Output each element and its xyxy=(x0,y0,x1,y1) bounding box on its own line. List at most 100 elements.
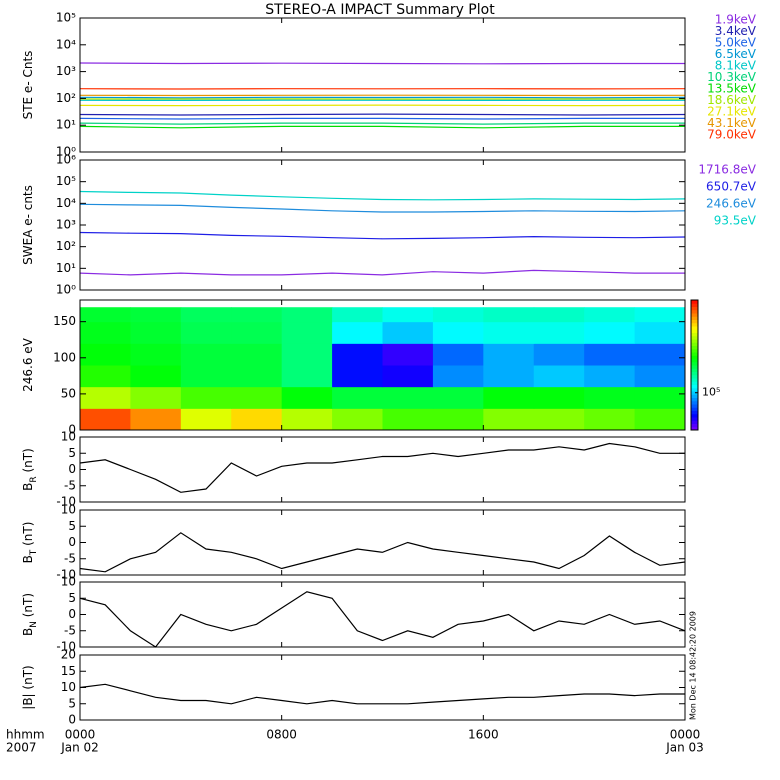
legend-label: 13.5keV xyxy=(707,82,757,96)
panel-frame xyxy=(79,654,686,721)
data-line xyxy=(79,231,686,240)
colorbar-step xyxy=(691,352,698,356)
legend-label: 79.0keV xyxy=(707,128,757,142)
heat-cell xyxy=(483,307,535,323)
y-axis-label: BN (nT) xyxy=(21,593,39,636)
heat-cell xyxy=(533,386,585,409)
heat-cell xyxy=(533,321,585,344)
heat-cell xyxy=(533,343,585,366)
colorbar-step xyxy=(691,335,698,340)
heat-cell xyxy=(382,307,434,323)
colorbar-tick-label: 10⁵ xyxy=(702,386,720,399)
panel-frame xyxy=(79,17,686,153)
legend-label: 246.6eV xyxy=(706,197,757,211)
heat-cell xyxy=(281,365,333,388)
heat-cell xyxy=(634,343,686,366)
heat-cell xyxy=(281,408,333,431)
heat-cell xyxy=(231,386,283,409)
y-axis-label: STE e- Cnts xyxy=(21,51,35,120)
legend-label: 6.5keV xyxy=(715,47,757,61)
heat-cell xyxy=(584,343,636,366)
y-tick-label: 10⁴ xyxy=(56,37,76,51)
heat-cell xyxy=(432,307,484,323)
legend-label: 1.9keV xyxy=(715,13,757,27)
y-axis-label-part: (nT) xyxy=(21,593,35,621)
y-tick-label: 10⁶ xyxy=(56,153,76,167)
data-line xyxy=(79,113,686,116)
y-axis-label-part: (nT) xyxy=(21,522,35,550)
data-line xyxy=(79,203,686,213)
colorbar-step xyxy=(691,404,698,408)
y-axis-label-part: B xyxy=(21,628,35,636)
legend-label: 93.5eV xyxy=(714,214,757,228)
data-line xyxy=(79,125,685,129)
x-year-label: 2007 xyxy=(6,741,37,755)
heat-cell xyxy=(483,321,535,344)
y-tick-label: 5 xyxy=(68,519,76,533)
colorbar-step xyxy=(691,420,698,424)
heat-cell xyxy=(231,307,283,323)
colorbar-step xyxy=(691,378,698,382)
legend-label: 1716.8eV xyxy=(698,163,756,177)
colorbar-step xyxy=(691,374,698,379)
y-tick-label: 10 xyxy=(61,430,76,444)
colorbar-step xyxy=(691,417,698,421)
colorbar-step xyxy=(691,332,698,337)
colorbar-step xyxy=(691,381,698,385)
heat-cell xyxy=(483,365,535,388)
colorbar-step xyxy=(691,316,698,320)
y-tick-label: 50 xyxy=(61,386,76,400)
heat-cell xyxy=(483,386,535,409)
y-tick-label: 10 xyxy=(61,503,76,517)
y-tick-label: 10³ xyxy=(56,64,76,78)
heat-cell xyxy=(332,343,383,366)
y-axis-label: 246.6 eV xyxy=(21,337,35,392)
y-axis-label-part: (nT) xyxy=(21,448,35,476)
heat-cell xyxy=(584,307,636,323)
y-axis-label: BT (nT) xyxy=(21,522,39,564)
timestamp: Mon Dec 14 08:42:20 2009 xyxy=(689,611,698,720)
y-tick-label: 10¹ xyxy=(56,118,76,132)
heat-cell xyxy=(432,408,484,431)
heat-cell xyxy=(634,386,686,409)
heat-cell xyxy=(332,321,383,344)
y-axis-label-part: R xyxy=(29,476,39,482)
heat-cell xyxy=(634,321,686,344)
data-line xyxy=(79,122,685,125)
heat-cell xyxy=(584,386,636,409)
panel-frame xyxy=(79,436,686,503)
legend-label: 18.6keV xyxy=(707,93,757,107)
y-tick-label: 5 xyxy=(68,591,76,605)
legend-label: 5.0keV xyxy=(715,36,757,50)
plot-title: STEREO-A IMPACT Summary Plot xyxy=(265,2,495,18)
colorbar-step xyxy=(691,300,698,304)
y-tick-label: 10⁴ xyxy=(56,196,76,210)
heat-cell xyxy=(80,386,131,409)
y-axis-label: BR (nT) xyxy=(21,448,39,491)
colorbar-step xyxy=(691,387,698,392)
heat-cell xyxy=(80,307,131,323)
legend-label: 43.1keV xyxy=(707,116,757,130)
heat-cell xyxy=(483,408,535,431)
heat-cell xyxy=(281,321,333,344)
heat-cell xyxy=(80,343,131,366)
heat-cell xyxy=(432,386,484,409)
x-tick-label: 0000 xyxy=(670,728,701,742)
heat-cell xyxy=(281,307,333,323)
colorbar-step xyxy=(691,355,698,359)
heat-cell xyxy=(332,386,383,409)
colorbar-step xyxy=(691,322,698,327)
heat-cell xyxy=(533,307,585,323)
colorbar-step xyxy=(691,384,698,389)
data-line xyxy=(79,96,686,99)
colorbar-step xyxy=(691,329,698,333)
y-tick-label: 0 xyxy=(68,423,76,437)
heat-cell xyxy=(634,408,686,431)
heat-cell xyxy=(80,321,131,344)
colorbar-step xyxy=(691,326,698,330)
legend-label: 650.7eV xyxy=(706,180,757,194)
y-axis-label: SWEA e- cnts xyxy=(21,185,35,265)
data-line xyxy=(79,591,686,648)
heat-cell xyxy=(130,343,182,366)
data-line xyxy=(79,62,685,65)
